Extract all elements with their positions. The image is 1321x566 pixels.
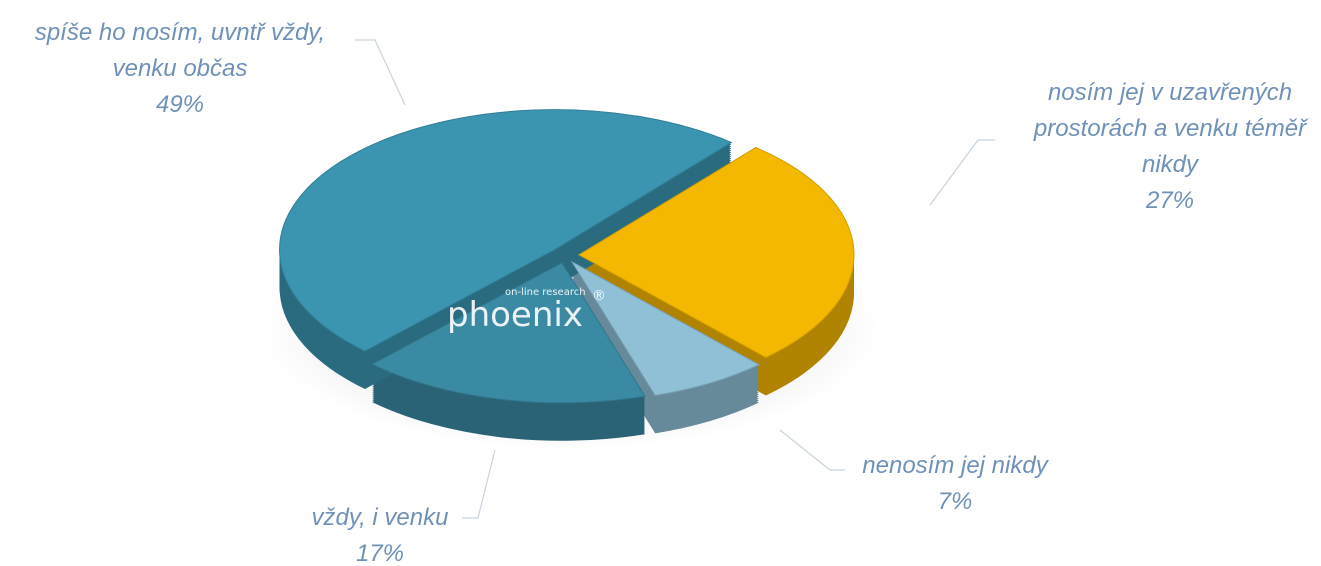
leader-lines (355, 39, 995, 519)
slices (279, 109, 855, 441)
leader-line (355, 39, 406, 106)
slice (371, 262, 646, 404)
category-name: vždy, i venku (311, 504, 449, 531)
leader-line (779, 429, 845, 471)
category-name: nenosím jej nikdy (862, 452, 1048, 479)
watermark-brand: phoenix (447, 295, 583, 335)
slice-label: spíše ho nosím, uvntř vždy, venku občas 4… (0, 15, 380, 123)
watermark-mark: ® (592, 288, 606, 304)
value-label: 49% (155, 91, 205, 118)
slice (577, 146, 855, 359)
leader-line (462, 449, 496, 519)
category-name: nosím jej v uzavřených prostorách a venk… (1033, 79, 1307, 178)
slice (279, 109, 733, 352)
watermark: on-line research phoenix ® (447, 287, 606, 335)
leader-line (929, 139, 995, 206)
slice-label: nosím jej v uzavřených prostorách a venk… (970, 75, 1321, 219)
slice-label: vždy, i venku 17% (180, 500, 580, 566)
slice (570, 260, 760, 396)
watermark-tagline: on-line research (505, 287, 586, 298)
category-name: spíše ho nosím, uvntř vždy, venku občas (34, 19, 326, 82)
slice-label: nenosím jej nikdy 7% (755, 448, 1155, 520)
value-label: 17% (355, 540, 405, 566)
value-label: 27% (1145, 187, 1195, 214)
value-label: 7% (937, 488, 973, 515)
